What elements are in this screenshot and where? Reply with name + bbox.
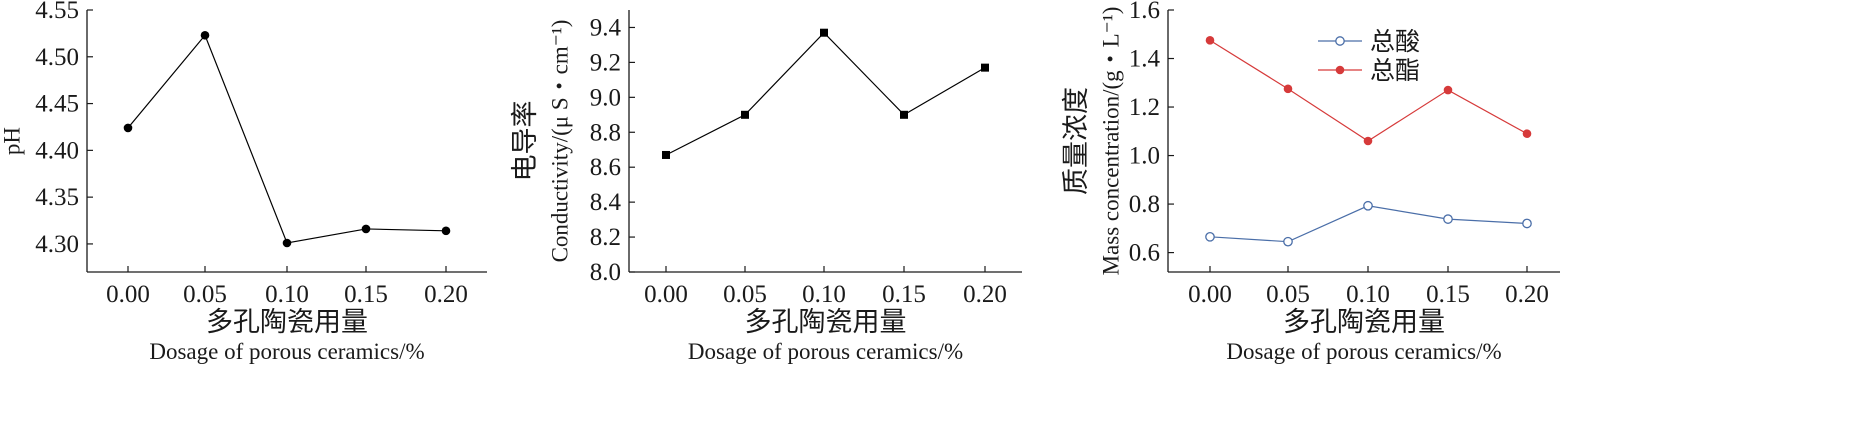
x-tick-label: 0.00: [106, 281, 150, 308]
x-tick-label: 0.20: [1505, 281, 1549, 308]
legend-marker: [1335, 65, 1345, 75]
y-tick-label: 8.8: [590, 119, 621, 146]
y-axis-title-en: Mass concentration/(g・L⁻¹): [1098, 7, 1123, 276]
y-tick-label: 9.0: [590, 84, 621, 111]
y-tick-label: 9.2: [590, 49, 621, 76]
data-point: [200, 30, 210, 40]
x-axis-title-en: Dosage of porous ceramics/%: [688, 339, 963, 364]
data-point: [1283, 84, 1293, 94]
x-tick-label: 0.10: [265, 281, 309, 308]
y-axis-title-cn: 电导率: [510, 101, 540, 182]
series-line-1: [127, 34, 447, 244]
y-axis-title-cn: 质量浓度: [1061, 87, 1091, 195]
y-tick-label: 4.40: [35, 137, 79, 164]
y-tick-label: 8.0: [590, 259, 621, 286]
x-tick-label: 0.05: [1266, 281, 1310, 308]
y-axis-title-en: pH: [0, 127, 24, 155]
x-tick-label: 0.15: [882, 281, 926, 308]
y-tick-label: 1.0: [1129, 143, 1160, 170]
data-point: [662, 150, 670, 159]
y-tick-label: 4.30: [35, 231, 79, 258]
y-tick-label: 4.50: [35, 44, 79, 71]
x-tick-label: 0.20: [424, 281, 468, 308]
series-line-1: [665, 31, 986, 156]
x-tick-label: 0.00: [644, 281, 688, 308]
data-point: [441, 226, 451, 236]
x-tick-label: 0.00: [1188, 281, 1232, 308]
data-point: [1205, 36, 1215, 45]
y-tick-label: 4.45: [35, 91, 79, 118]
chart-panel-3: 0.6 0.8 1.0 1.2 1.4 1.6 0.00 0.05 0.10 0.15 0.20 多孔…: [1061, 0, 1560, 364]
data-point: [1363, 136, 1373, 146]
series-line-1: [1209, 205, 1528, 243]
y-tick-label: 4.35: [35, 184, 79, 211]
data-point: [1363, 200, 1373, 211]
data-point: [741, 110, 749, 119]
data-point: [1443, 85, 1453, 95]
x-tick-label: 0.05: [183, 281, 227, 308]
data-point: [123, 123, 133, 133]
x-axis-title-cn: 多孔陶瓷用量: [206, 307, 368, 337]
x-tick-label: 0.05: [723, 281, 767, 308]
x-tick-label: 0.15: [1426, 281, 1470, 308]
chart-panel-2: 8.0 8.2 8.4 8.6 8.8 9.0 9.2 9.4 0.00 0.05 0.10 0.15…: [510, 10, 1022, 364]
data-point: [820, 28, 828, 37]
legend-label: 总酯: [1370, 57, 1420, 85]
y-tick-label: 8.2: [590, 224, 621, 251]
y-tick-label: 1.6: [1129, 0, 1160, 24]
y-axis-title-en: Conductivity/(μ S・cm⁻¹): [547, 20, 572, 263]
series-line-2: [1209, 39, 1528, 142]
data-point: [1283, 236, 1293, 247]
x-axis-title-en: Dosage of porous ceramics/%: [149, 339, 424, 364]
x-tick-label: 0.10: [802, 281, 846, 308]
data-point: [361, 224, 371, 234]
data-point: [981, 63, 989, 72]
data-point: [1522, 218, 1532, 229]
data-point: [1205, 231, 1215, 242]
legend-marker: [1335, 36, 1345, 46]
x-tick-label: 0.10: [1346, 281, 1390, 308]
x-axis-title-cn: 多孔陶瓷用量: [745, 307, 907, 337]
y-tick-label: 1.2: [1129, 94, 1160, 121]
y-tick-label: 8.6: [590, 154, 621, 181]
data-point: [282, 238, 292, 248]
x-tick-label: 0.20: [963, 281, 1007, 308]
legend-label: 总酸: [1370, 28, 1420, 56]
y-tick-label: 9.4: [590, 14, 622, 41]
y-tick-label: 4.55: [35, 0, 79, 24]
chart-panel-1: 4.30 4.35 4.40 4.45 4.50 4.55 0.00 0.05 0.10 0.15…: [0, 0, 487, 364]
data-point: [900, 110, 908, 119]
data-point: [1443, 214, 1453, 224]
x-tick-label: 0.15: [344, 281, 388, 308]
y-tick-label: 0.6: [1129, 240, 1160, 267]
x-axis-title-en: Dosage of porous ceramics/%: [1226, 339, 1501, 364]
y-tick-label: 0.8: [1129, 191, 1160, 218]
data-point: [1522, 129, 1532, 139]
x-axis-title-cn: 多孔陶瓷用量: [1283, 307, 1445, 337]
y-tick-label: 1.4: [1129, 46, 1161, 73]
y-tick-label: 8.4: [590, 189, 622, 216]
